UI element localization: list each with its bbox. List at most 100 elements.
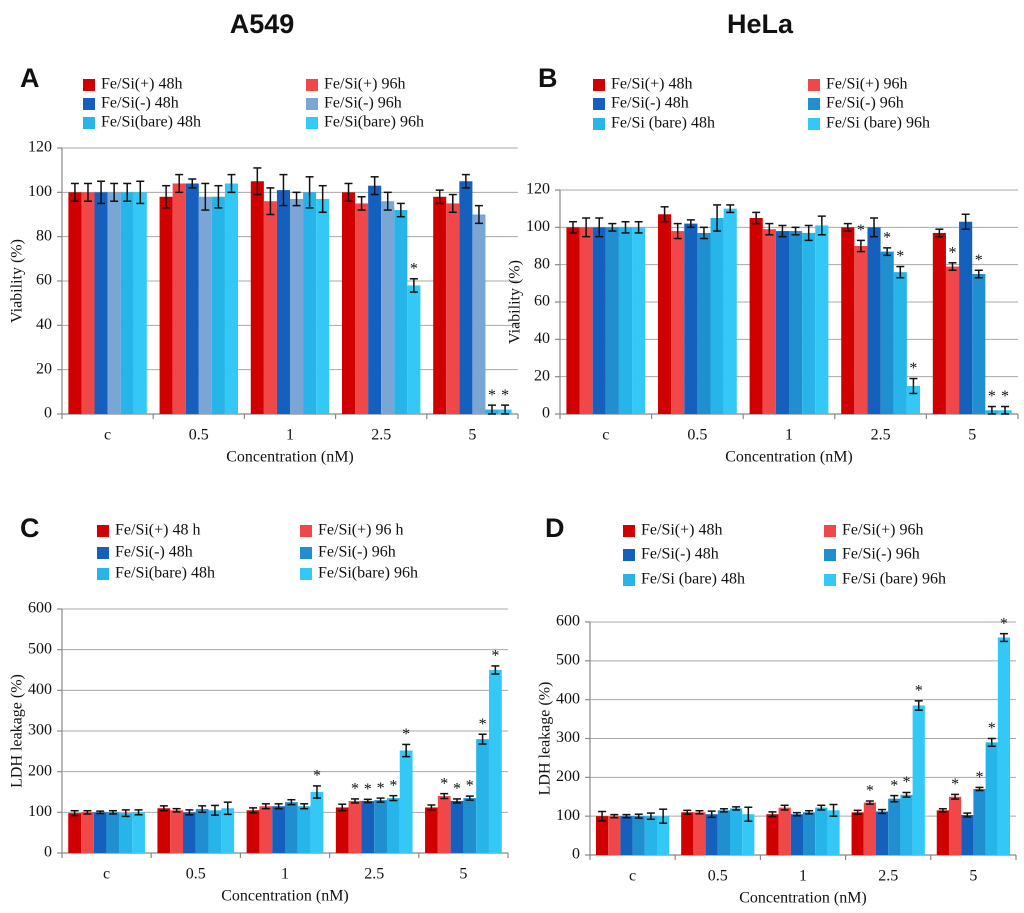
x-tick-label: 2.5: [871, 427, 891, 444]
legend-label: Fe/Si(-) 48h: [641, 546, 719, 563]
bar: [658, 214, 672, 414]
error-bar: [351, 798, 360, 804]
error-bar: [582, 217, 591, 238]
significance-mark: *: [915, 683, 923, 700]
bar: [579, 227, 593, 414]
bar: [888, 798, 901, 855]
error-bar: [974, 269, 983, 279]
bar: [157, 808, 171, 853]
bar: [657, 816, 670, 855]
legend-swatch: [623, 574, 635, 586]
error-bar: [121, 809, 130, 818]
column-header: A549: [230, 9, 295, 39]
y-tick-label: 300: [28, 722, 52, 739]
y-tick-label: 40: [534, 330, 550, 347]
bar: [433, 196, 447, 414]
bar: [394, 210, 408, 414]
legend-label: Fe/Si(+) 96h: [826, 76, 907, 93]
bar: [961, 815, 974, 855]
error-bar: [274, 803, 283, 810]
bar: [693, 812, 706, 855]
error-bar: [780, 804, 789, 811]
significance-mark: *: [951, 776, 959, 793]
error-bar: [791, 226, 800, 236]
bar: [463, 798, 477, 853]
legend-label: Fe/Si(+) 48h: [641, 522, 722, 539]
significance-mark: *: [377, 780, 385, 797]
error-bar: [83, 182, 92, 202]
error-bar: [987, 405, 996, 415]
error-bar: [266, 187, 275, 216]
bar: [335, 807, 349, 853]
error-bar: [768, 811, 777, 818]
y-tick-label: 400: [28, 681, 52, 698]
bar: [618, 227, 633, 414]
legend-swatch: [623, 549, 635, 561]
bar: [742, 814, 755, 855]
bar: [566, 227, 580, 414]
bar: [170, 810, 184, 853]
bar: [68, 192, 82, 414]
error-bar: [817, 215, 826, 236]
legend-swatch: [97, 525, 109, 537]
error-bar: [902, 791, 911, 798]
legend-swatch: [83, 79, 95, 91]
error-bar: [963, 812, 972, 818]
error-bar: [598, 810, 607, 822]
bar: [285, 802, 298, 853]
legend-swatch: [300, 568, 312, 580]
bar: [81, 812, 94, 853]
x-tick-label: c: [104, 427, 111, 444]
error-bar: [201, 182, 210, 211]
bar: [276, 190, 290, 414]
legend-label: Fe/Si(-) 48h: [611, 95, 689, 112]
bar: [778, 807, 791, 855]
error-bar: [172, 807, 181, 813]
bar: [259, 806, 273, 853]
legend-label: Fe/Si(-) 96h: [842, 546, 920, 563]
y-tick-label: 60: [534, 293, 550, 310]
error-bar: [829, 803, 838, 817]
legend-label: Fe/Si (bare) 48h: [641, 571, 745, 588]
error-bar: [402, 743, 411, 758]
significance-mark: *: [491, 648, 499, 665]
bar: [361, 800, 375, 853]
error-bar: [938, 808, 947, 813]
bar: [723, 208, 737, 414]
bar: [195, 809, 209, 853]
bar: [854, 246, 868, 414]
bar: [407, 285, 421, 414]
error-bar: [357, 196, 366, 211]
x-tick-label: 0.5: [189, 427, 209, 444]
error-bar: [70, 182, 79, 202]
x-tick-label: 0.5: [186, 866, 206, 883]
x-tick-label: 5: [468, 427, 476, 444]
bar: [93, 812, 107, 853]
error-bar: [865, 800, 874, 805]
legend-swatch: [97, 568, 109, 580]
bar: [620, 816, 633, 855]
x-tick-label: 2.5: [371, 427, 391, 444]
error-bar: [975, 786, 984, 792]
error-bar: [951, 793, 960, 800]
y-axis-label: Viability (%): [9, 239, 26, 323]
error-bar: [376, 797, 385, 803]
error-bar: [108, 809, 117, 815]
bar: [399, 750, 413, 853]
legend-swatch: [808, 118, 820, 130]
y-tick-label: 0: [44, 844, 52, 861]
bar: [875, 811, 889, 855]
error-bar: [686, 219, 695, 229]
error-bar: [883, 247, 892, 257]
error-bar: [70, 809, 79, 817]
error-bar: [465, 795, 474, 801]
x-tick-label: c: [103, 866, 110, 883]
legend-label: Fe/Si (bare) 48h: [611, 115, 715, 132]
bar: [450, 800, 464, 853]
significance-mark: *: [501, 387, 509, 404]
error-bar: [695, 809, 704, 815]
bar: [374, 800, 387, 853]
error-bar: [792, 811, 801, 817]
bar: [107, 192, 121, 414]
